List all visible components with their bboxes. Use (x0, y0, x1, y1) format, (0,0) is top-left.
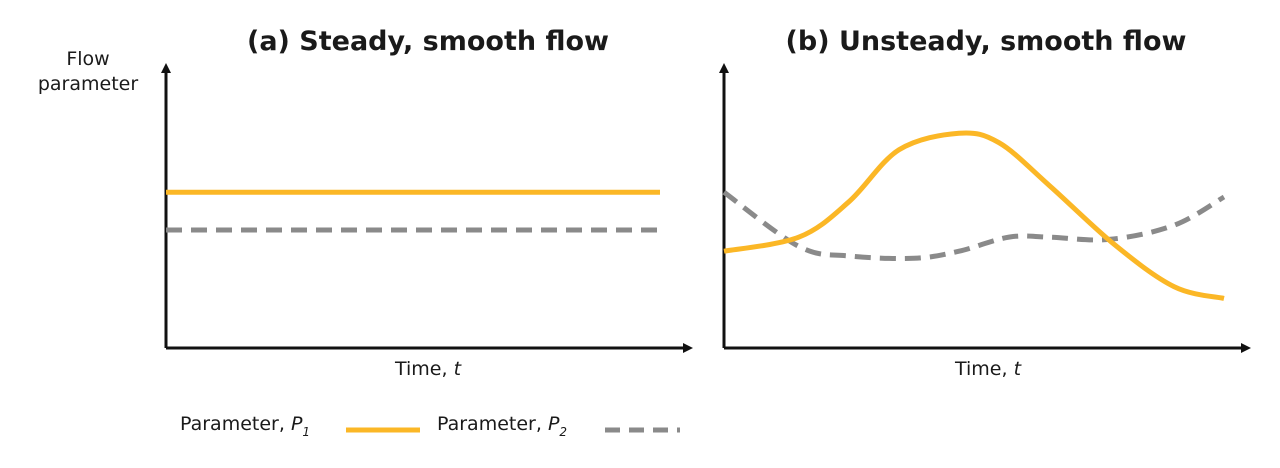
chart-b-title: (b) Unsteady, smooth flow (786, 26, 1187, 57)
legend-p2-label: Parameter, P2 (437, 413, 567, 439)
chart-a-x-axis-label-text: Time, (394, 358, 454, 380)
legend-p1-symbol: P (291, 413, 303, 435)
legend-p1-subscript: 1 (302, 425, 310, 439)
y-axis-label-line2: parameter (38, 73, 138, 95)
chart-b-x-axis-label-var: t (1014, 358, 1023, 380)
legend-p1-prefix: Parameter, (180, 413, 291, 435)
chart-a-title: (a) Steady, smooth flow (247, 26, 609, 57)
legend-p2-prefix: Parameter, (437, 413, 548, 435)
chart-b-x-axis-label: Time, t (954, 358, 1023, 380)
legend-p1-label: Parameter, P1 (180, 413, 310, 439)
chart-b-series-p1-line (723, 130, 1225, 301)
chart-b-series-p2-line (722, 190, 1226, 262)
legend-p2-subscript: 2 (559, 425, 567, 439)
chart-a-x-axis-label: Time, t (394, 358, 463, 380)
chart-b-x-axis-label-text: Time, (954, 358, 1014, 380)
legend-p2-symbol: P (548, 413, 560, 435)
y-axis-label-line1: Flow (66, 48, 109, 70)
chart-a-x-axis-label-var: t (454, 358, 463, 380)
